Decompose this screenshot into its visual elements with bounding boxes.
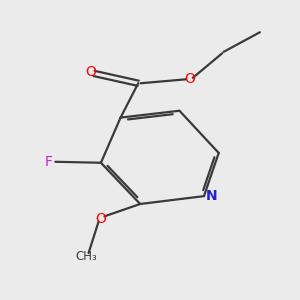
Text: O: O (184, 72, 195, 86)
Text: O: O (95, 212, 106, 226)
Text: CH₃: CH₃ (75, 250, 97, 262)
Text: O: O (85, 65, 96, 79)
Text: N: N (206, 189, 217, 203)
Text: F: F (45, 155, 53, 169)
